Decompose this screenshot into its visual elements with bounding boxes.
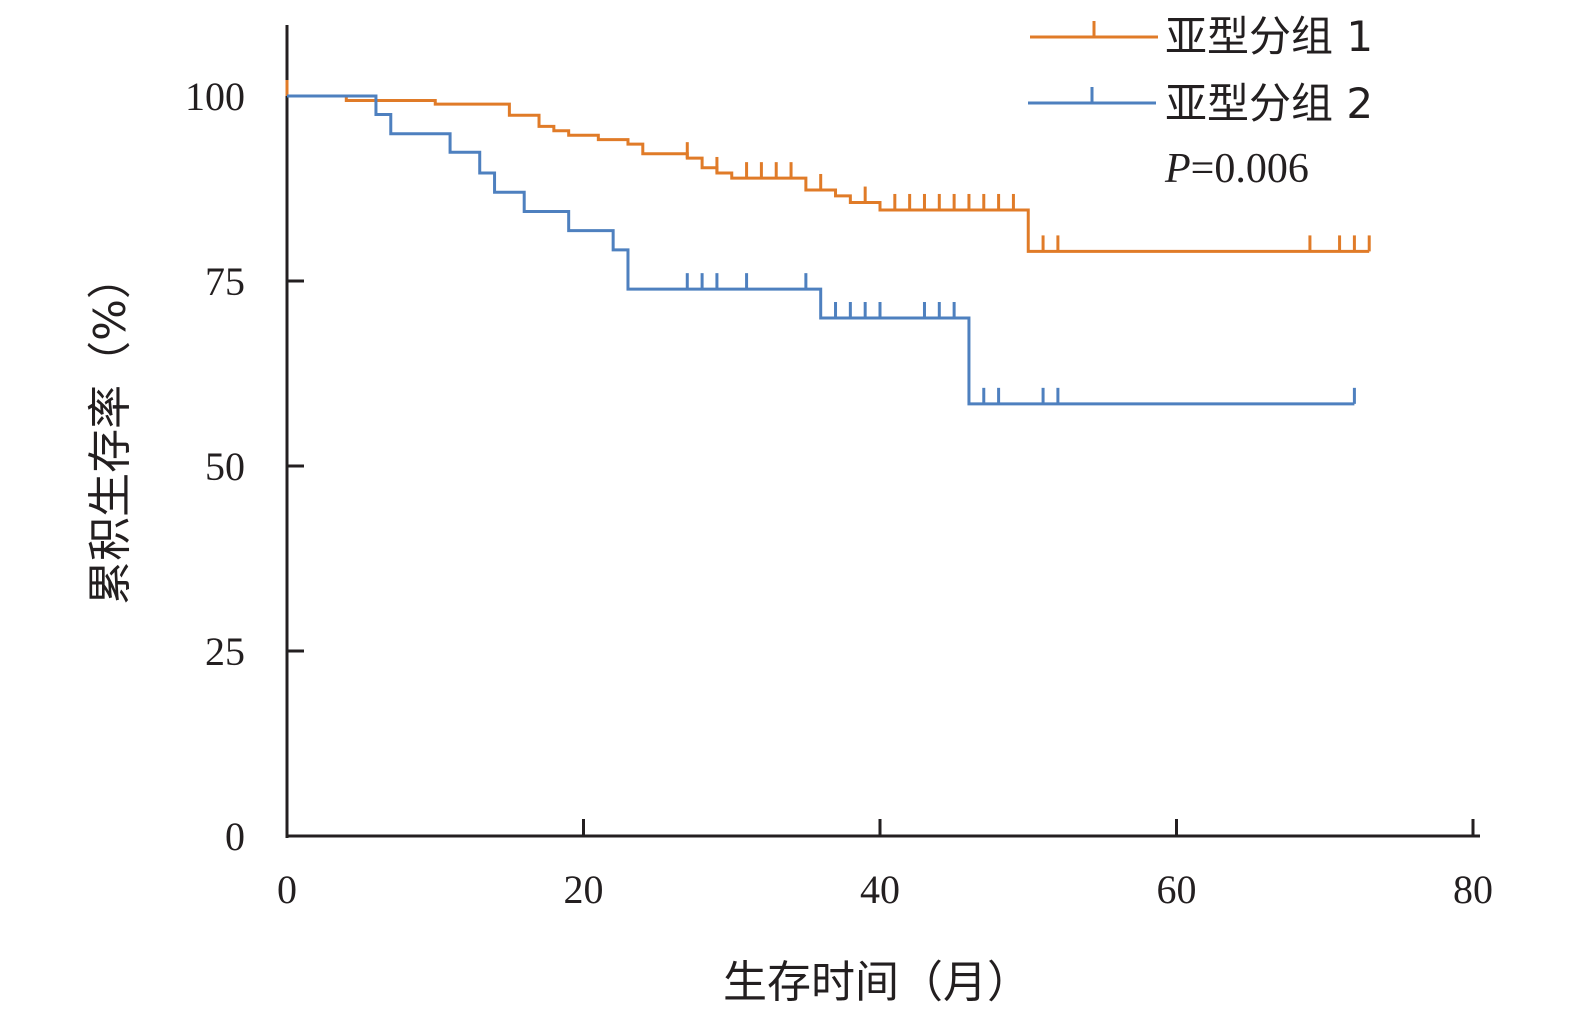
legend-label-series-1: 亚型分组 1 [1165, 12, 1373, 61]
x-tick-label: 20 [564, 867, 604, 912]
x-tick-label: 0 [277, 867, 297, 912]
y-tick-label: 25 [205, 629, 245, 674]
y-tick-label: 0 [225, 814, 245, 859]
series-layer [285, 80, 1371, 406]
series-2 [287, 94, 1356, 406]
legend-label-series-2: 亚型分组 2 [1165, 79, 1373, 128]
x-tick-label: 40 [860, 867, 900, 912]
x-axis-title: 生存时间（月） [723, 957, 1031, 1008]
y-tick-label: 75 [205, 259, 245, 304]
survival-curve-series-1 [287, 94, 1370, 253]
x-ticks: 0 20 40 60 80 [277, 819, 1493, 912]
y-tick-label: 50 [205, 444, 245, 489]
series-1 [285, 80, 1371, 253]
p-value-annotation: P=0.006 [1164, 146, 1309, 192]
y-ticks: 0 25 50 75 100 [185, 74, 304, 859]
legend: 亚型分组 1 亚型分组 2 P=0.006 [1028, 12, 1373, 192]
survival-curve-series-2 [287, 94, 1355, 406]
y-axis: 0 25 50 75 100 [185, 25, 304, 859]
y-tick-label: 100 [185, 74, 245, 119]
y-axis-title: 累积生存率（%） [85, 255, 136, 605]
x-tick-label: 60 [1157, 867, 1197, 912]
x-tick-label: 80 [1453, 867, 1493, 912]
x-axis: 0 20 40 60 80 [277, 819, 1493, 912]
